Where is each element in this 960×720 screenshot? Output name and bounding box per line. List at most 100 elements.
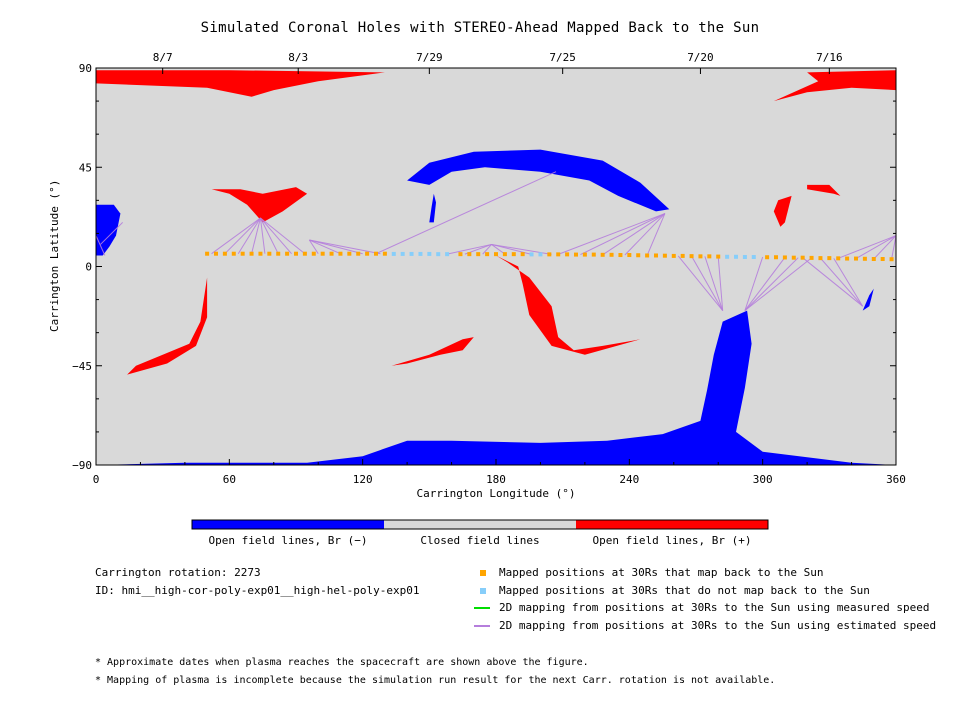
- mapping-line-1: [100, 222, 124, 245]
- mapping-line-12: [309, 239, 363, 255]
- no-map-point-12: [751, 255, 756, 260]
- no-map-point-11: [742, 255, 747, 260]
- map-back-point-28: [520, 252, 525, 257]
- map-back-point-39: [636, 253, 641, 258]
- no-map-point-0: [391, 251, 396, 256]
- plot-background: [96, 68, 896, 465]
- positive-region-8: [807, 184, 841, 196]
- map-back-point-51: [782, 255, 787, 260]
- map-back-point-41: [654, 253, 658, 258]
- map-back-point-60: [862, 256, 867, 261]
- positive-region-11: [391, 337, 474, 366]
- no-map-point-8: [538, 252, 543, 257]
- map-back-point-43: [671, 253, 676, 258]
- map-back-point-1: [214, 251, 218, 256]
- map-back-point-42: [662, 253, 667, 258]
- mapping-line-38: [855, 235, 896, 259]
- map-back-point-40: [645, 253, 650, 258]
- date-tick-label-3: 7/25: [549, 51, 576, 64]
- map-back-point-5: [249, 251, 254, 256]
- map-back-point-9: [285, 251, 290, 256]
- map-back-point-18: [365, 251, 370, 256]
- mapping-line-39: [873, 235, 896, 260]
- map-back-point-37: [618, 253, 623, 258]
- mapping-line-27: [691, 255, 724, 311]
- map-back-point-30: [556, 252, 561, 257]
- mapping-line-31: [744, 257, 786, 311]
- colorbar: [191, 519, 769, 530]
- mapping-line-24: [624, 213, 666, 256]
- legend-label-estimated: 2D mapping from positions at 30Rs to the…: [499, 619, 937, 632]
- map-back-point-14: [329, 251, 334, 256]
- map-back-point-22: [467, 252, 472, 257]
- mapping-line-40: [891, 235, 896, 260]
- x-tick-label-360: 360: [886, 473, 906, 486]
- map-back-point-48: [716, 254, 721, 259]
- x-tick-label-120: 120: [353, 473, 373, 486]
- x-tick-label-0: 0: [93, 473, 100, 486]
- map-back-point-10: [294, 251, 298, 256]
- map-back-point-44: [680, 253, 685, 258]
- negative-region-4: [429, 193, 436, 223]
- mapping-line-2: [211, 217, 261, 255]
- mapping-line-15: [447, 243, 492, 255]
- map-back-point-26: [502, 252, 507, 257]
- map-back-point-11: [302, 251, 307, 256]
- date-tick-label-0: 8/7: [153, 51, 173, 64]
- mapping-line-32: [744, 257, 799, 311]
- map-back-point-54: [809, 255, 814, 260]
- y-tick-label-45: 45: [79, 161, 92, 174]
- mapping-line-18: [491, 244, 506, 255]
- colorbar-label-positive: Open field lines, Br (+): [592, 534, 752, 547]
- mapping-line-9: [260, 217, 306, 255]
- map-back-point-34: [591, 252, 596, 257]
- run-id: ID: hmi__high-cor-poly-exp01__high-hel-p…: [95, 584, 420, 597]
- map-back-point-6: [258, 251, 263, 256]
- map-back-point-47: [707, 254, 712, 259]
- mapping-line-17: [482, 244, 492, 255]
- date-tick-label-4: 7/20: [687, 51, 714, 64]
- map-back-point-15: [338, 251, 343, 256]
- no-map-point-7: [529, 252, 534, 257]
- mapping-line-28: [704, 256, 724, 311]
- positive-region-6: [773, 70, 896, 102]
- colorbar-segment-0: [192, 520, 384, 529]
- colorbar-frame: [191, 519, 769, 530]
- date-tick-label-5: 7/16: [816, 51, 843, 64]
- mapping-line-19: [491, 243, 532, 255]
- map-back-point-24: [485, 252, 490, 257]
- map-back-point-17: [356, 251, 361, 256]
- mapping-line-25: [646, 213, 666, 256]
- map-back-point-61: [871, 257, 876, 262]
- no-map-point-3: [418, 251, 423, 256]
- map-back-point-20: [382, 251, 387, 256]
- mapping-line-26: [677, 255, 724, 311]
- mapping-line-7: [259, 217, 279, 254]
- no-map-point-2: [409, 251, 414, 256]
- x-tick-label-180: 180: [486, 473, 506, 486]
- map-back-point-0: [205, 251, 210, 256]
- map-back-point-38: [627, 253, 632, 258]
- mapping-line-30: [744, 256, 764, 311]
- map-back-point-4: [240, 251, 245, 256]
- y-tick-label--45: −45: [72, 360, 92, 373]
- y-tick-label-90: 90: [79, 62, 92, 75]
- mapping-line-21: [558, 213, 666, 255]
- map-back-point-45: [689, 254, 694, 259]
- map-back-point-12: [311, 251, 316, 256]
- legend-marker-1: [480, 588, 486, 594]
- colorbar-label-negative: Open field lines, Br (−): [208, 534, 368, 547]
- negative-region-1: [407, 149, 670, 212]
- positive-region-5: [96, 70, 385, 97]
- legend-marker-0: [480, 570, 486, 576]
- note-incomplete: * Mapping of plasma is incomplete becaus…: [95, 675, 776, 686]
- positive-region-10: [127, 277, 208, 375]
- mapping-lines: [96, 171, 896, 312]
- x-tick-label-300: 300: [753, 473, 773, 486]
- colorbar-segment-1: [384, 520, 576, 529]
- map-back-point-27: [511, 252, 516, 257]
- mapping-line-37: [838, 235, 896, 259]
- map-back-point-32: [574, 252, 578, 257]
- colorbar-segment-2: [576, 520, 768, 529]
- y-tick-label-0: 0: [85, 261, 92, 274]
